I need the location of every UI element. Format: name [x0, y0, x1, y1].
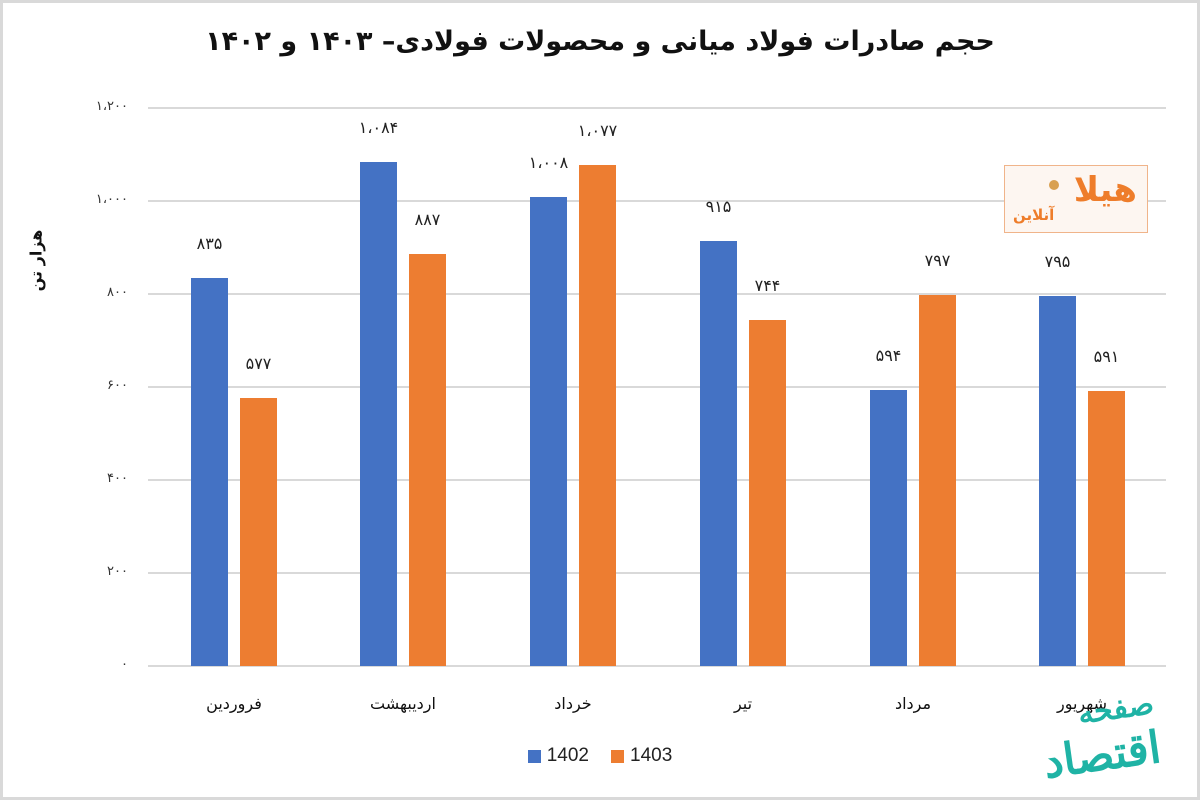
data-label: ۱،۰۸۴	[358, 117, 399, 137]
y-tick-label: ۶۰۰	[107, 378, 128, 393]
x-category-label: شهریور	[1056, 694, 1108, 713]
gridline	[148, 386, 1166, 388]
bar-1402	[700, 240, 737, 666]
gridline	[148, 107, 1166, 109]
gridline	[148, 665, 1166, 667]
bar-1403	[409, 253, 446, 666]
legend-swatch-icon	[611, 749, 624, 763]
logo-sub-text: آنلاین	[1013, 206, 1055, 224]
gridline	[148, 572, 1166, 574]
bar-1403	[240, 397, 277, 666]
data-label: ۵۹۴	[875, 345, 902, 365]
y-tick-label: ۱،۰۰۰	[95, 192, 128, 207]
gridline	[148, 200, 1166, 202]
legend-item-1403: 1403	[611, 745, 672, 767]
data-label: ۵۹۱	[1093, 347, 1120, 367]
data-label: ۱،۰۰۸	[528, 153, 569, 173]
legend-swatch-icon	[527, 749, 541, 763]
x-category-label: مرداد	[894, 694, 932, 713]
legend-item-1402: 1402	[527, 745, 589, 767]
logo-dot-icon	[1049, 180, 1059, 190]
y-tick-label: ۸۰۰	[107, 285, 128, 300]
data-label: ۸۸۷	[414, 209, 441, 229]
data-label: ۸۳۵	[196, 233, 223, 253]
data-label: ۵۷۷	[245, 353, 272, 373]
bar-1402	[1039, 296, 1076, 666]
bar-1402	[360, 161, 397, 666]
logo-main-text: هیلا	[1073, 170, 1137, 210]
x-category-label: فروردین	[206, 694, 262, 713]
bar-1403	[1088, 391, 1125, 666]
x-category-label: تیر	[733, 694, 753, 713]
chart-title: حجم صادرات فولاد میانی و محصولات فولادی–…	[205, 26, 995, 57]
data-label: ۷۹۷	[924, 251, 951, 271]
bar-1403	[919, 295, 956, 666]
y-tick-label: ۴۰۰	[107, 471, 128, 486]
bar-1402	[530, 197, 567, 666]
data-label: ۷۴۴	[754, 276, 781, 296]
legend-label: 1402	[546, 745, 589, 766]
bar-1402	[191, 277, 228, 666]
legend-label: 1403	[630, 745, 673, 766]
publisher-logo: هیلا آنلاین	[1004, 165, 1148, 233]
data-label: ۷۹۵	[1044, 252, 1071, 272]
bar-1402	[870, 389, 907, 666]
x-category-label: خرداد	[554, 694, 592, 713]
bar-1403	[749, 320, 786, 666]
x-category-label: اردیبهشت	[370, 694, 436, 713]
y-tick-label: ۱،۲۰۰	[95, 99, 128, 114]
y-tick-label: ۲۰۰	[107, 564, 128, 579]
y-tick-label: ۰	[121, 657, 128, 672]
bar-1403	[579, 165, 616, 666]
data-label: ۱،۰۷۷	[577, 121, 618, 141]
chart-legend: 1402 1403	[0, 745, 1200, 767]
gridline	[148, 293, 1166, 295]
gridline	[148, 479, 1166, 481]
data-label: ۹۱۵	[705, 196, 732, 216]
